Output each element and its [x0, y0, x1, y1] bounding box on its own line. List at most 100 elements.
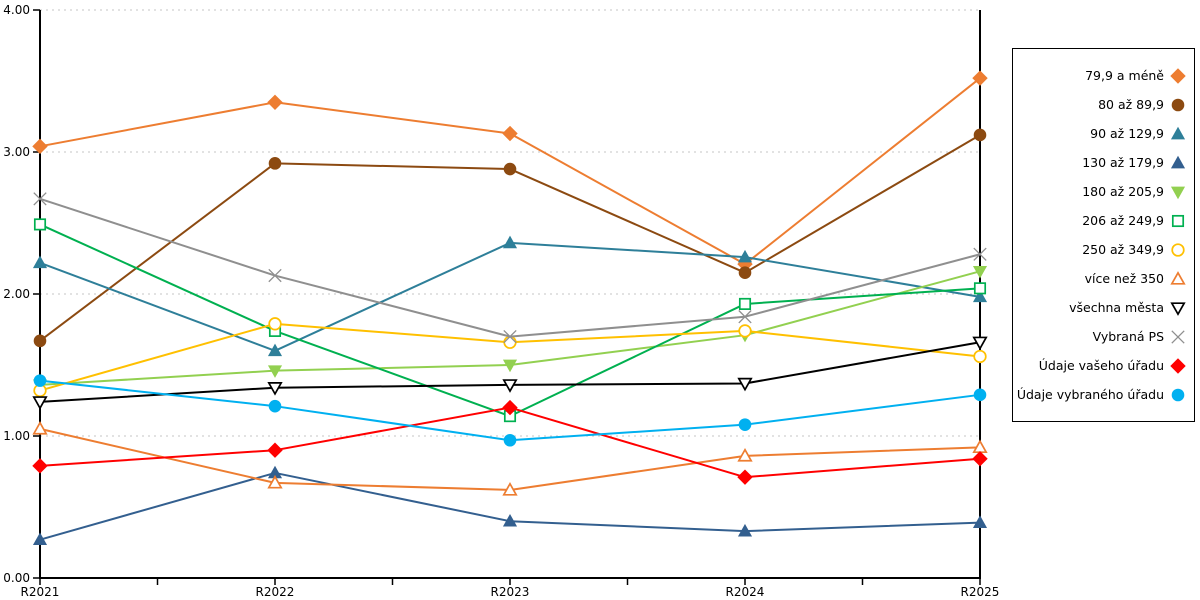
circle-marker-icon — [268, 317, 282, 331]
triangle-down-marker-icon — [502, 379, 518, 393]
legend-item-90-a-129-9: 90 až 129,9 — [1017, 119, 1186, 148]
triangle-up-marker-icon — [32, 532, 48, 545]
legend-box: 79,9 a méně 80 až 89,9 90 až 129,9 130 až 1… — [1012, 48, 1195, 422]
diamond-marker-icon — [267, 94, 283, 111]
series-daje-va-eho-adu — [32, 399, 988, 485]
legend-marker — [1171, 329, 1185, 344]
legend-label: 79,9 a méně — [1085, 68, 1164, 83]
legend-item-130-a-179-9: 130 až 179,9 — [1017, 148, 1186, 177]
diamond-marker-icon — [502, 399, 518, 416]
circle-marker-icon — [738, 418, 752, 431]
triangle-up-marker-icon — [267, 343, 283, 357]
circle-marker-icon — [268, 399, 282, 413]
square-marker-icon — [33, 218, 47, 231]
circle-marker-icon — [738, 266, 752, 280]
x-tick-label: R2022 — [256, 585, 295, 599]
y-tick-label: 3.00 — [3, 145, 30, 159]
triangle-down-marker-icon — [737, 377, 753, 392]
y-tick-label: 1.00 — [3, 429, 30, 443]
series-180-a-205-9 — [32, 265, 988, 393]
circle-marker-icon — [1171, 98, 1185, 111]
diamond-marker-icon — [1170, 67, 1186, 84]
legend-label: 180 až 205,9 — [1082, 184, 1164, 199]
legend-marker — [1170, 301, 1186, 316]
diamond-marker-icon — [737, 469, 753, 485]
y-tick-label: 0.00 — [3, 571, 30, 585]
x-tick-label: R2024 — [726, 585, 765, 599]
series-v-ce-ne-350 — [32, 420, 988, 496]
circle-marker-icon — [1171, 388, 1185, 401]
circle-marker-icon — [503, 162, 517, 176]
circle-marker-icon — [973, 388, 987, 402]
triangle-down-marker-icon — [972, 265, 988, 279]
circle-marker-icon — [503, 433, 517, 447]
square-marker-icon — [973, 282, 987, 295]
legend-label: Údaje vybraného úřadu — [1016, 387, 1164, 402]
triangle-down-marker-icon — [267, 365, 283, 378]
legend-marker — [1170, 126, 1186, 139]
triangle-up-marker-icon — [737, 447, 753, 462]
triangle-up-marker-icon — [972, 515, 988, 528]
triangle-down-marker-icon — [1170, 301, 1186, 316]
circle-marker-icon — [33, 374, 47, 387]
series-80-a-89-9 — [33, 128, 987, 348]
legend-item-daje-vybran-ho-adu: Údaje vybraného úřadu — [1017, 380, 1186, 409]
diamond-marker-icon — [502, 125, 518, 142]
legend-label: 90 až 129,9 — [1090, 126, 1164, 141]
legend-label: 250 až 349,9 — [1082, 242, 1164, 257]
diamond-marker-icon — [972, 451, 988, 467]
legend-marker — [1170, 270, 1186, 285]
legend-label: 130 až 179,9 — [1082, 155, 1164, 170]
legend-item-v-ce-ne-350: více než 350 — [1017, 264, 1186, 293]
triangle-up-marker-icon — [737, 249, 753, 263]
triangle-down-marker-icon — [32, 396, 48, 410]
series-v-echna-m-sta — [32, 336, 988, 410]
line-chart: 0.00 1.00 2.00 3.00 4.00 R2021 R2022 R2023 R2024… — [3, 3, 1000, 599]
x-marker-icon — [1171, 329, 1185, 344]
diamond-marker-icon — [267, 442, 283, 458]
x-marker-icon — [268, 268, 282, 283]
legend-marker — [1171, 214, 1185, 227]
legend-item-206-a-249-9: 206 až 249,9 — [1017, 206, 1186, 235]
triangle-up-marker-icon — [267, 474, 283, 489]
diamond-marker-icon — [32, 138, 48, 155]
legend-item-79-9-a-m-n: 79,9 a méně — [1017, 61, 1186, 90]
triangle-up-marker-icon — [502, 482, 518, 496]
x-tick-label: R2025 — [961, 585, 1000, 599]
legend-label: všechna města — [1069, 300, 1164, 315]
circle-marker-icon — [738, 324, 752, 338]
circle-marker-icon — [973, 349, 987, 364]
legend-marker — [1171, 98, 1185, 111]
triangle-up-marker-icon — [737, 523, 753, 537]
legend-item-180-a-205-9: 180 až 205,9 — [1017, 177, 1186, 206]
diamond-marker-icon — [1170, 357, 1186, 374]
legend-item-v-echna-m-sta: všechna města — [1017, 293, 1186, 322]
diamond-marker-icon — [972, 70, 988, 86]
series-daje-vybran-ho-adu — [33, 374, 987, 447]
y-tick-label: 4.00 — [3, 3, 30, 17]
legend-marker — [1170, 155, 1186, 168]
x-marker-icon — [503, 329, 517, 344]
triangle-up-marker-icon — [32, 420, 48, 435]
legend-marker — [1170, 357, 1186, 374]
circle-marker-icon — [1171, 242, 1185, 257]
legend-label: 206 až 249,9 — [1082, 213, 1164, 228]
circle-marker-icon — [268, 157, 282, 170]
series-206-a-249-9 — [33, 218, 987, 423]
legend-label: více než 350 — [1084, 271, 1164, 286]
diamond-marker-icon — [32, 458, 48, 474]
square-marker-icon — [738, 297, 752, 310]
triangle-up-marker-icon — [1170, 155, 1186, 168]
series-vybran-ps — [33, 192, 987, 344]
x-marker-icon — [973, 247, 987, 261]
legend-marker — [1171, 242, 1185, 257]
legend-items: 79,9 a méně 80 až 89,9 90 až 129,9 130 až 1… — [1017, 61, 1186, 409]
triangle-down-marker-icon — [502, 359, 518, 373]
x-tick-label: R2021 — [21, 585, 60, 599]
y-tick-label: 2.00 — [3, 287, 30, 301]
triangle-down-marker-icon — [267, 382, 283, 396]
series-90-a-129-9 — [32, 235, 988, 357]
legend-label: Údaje vašeho úřadu — [1038, 358, 1164, 373]
legend-marker — [1170, 67, 1186, 84]
